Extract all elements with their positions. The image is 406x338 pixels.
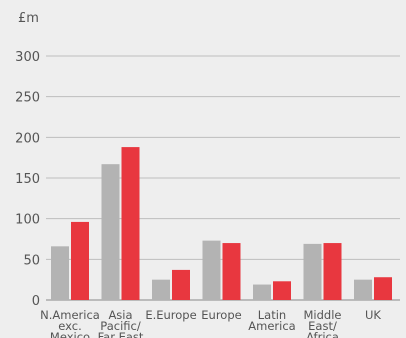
x-category-label-line: N.America bbox=[40, 308, 100, 322]
bar-series2-3 bbox=[222, 243, 241, 300]
bar-series2-1 bbox=[121, 147, 140, 300]
x-category-label-5: Middle East/Africa bbox=[304, 308, 342, 338]
y-tick-label-0: 0 bbox=[32, 294, 40, 309]
y-tick-label-100: 100 bbox=[15, 213, 40, 228]
bar-series2-4 bbox=[273, 281, 291, 300]
x-category-label-line: Asia bbox=[108, 308, 132, 322]
y-tick-label-150: 150 bbox=[15, 172, 40, 187]
x-category-label-6: UK bbox=[365, 308, 381, 322]
bars bbox=[51, 147, 392, 300]
x-category-label-line: Africa bbox=[306, 330, 339, 338]
bar-series1-1 bbox=[101, 164, 120, 300]
bar-series2-2 bbox=[172, 269, 190, 300]
bar-series1-0 bbox=[51, 246, 69, 300]
x-category-label-line: exc. bbox=[58, 319, 81, 333]
x-category-label-2: E.Europe bbox=[145, 308, 196, 322]
x-category-label-1: Asia Pacific/Far East bbox=[98, 308, 144, 338]
bar-series1-6 bbox=[354, 279, 372, 300]
x-category-label-line: Pacific/ bbox=[100, 319, 141, 333]
x-category-label-line: E.Europe bbox=[145, 308, 196, 322]
bar-series1-3 bbox=[202, 240, 221, 300]
y-tick-label-200: 200 bbox=[15, 131, 40, 146]
y-axis-ticks: 0 50 100 150 200 250 300 bbox=[15, 50, 40, 309]
x-category-label-line: Mexico bbox=[50, 330, 90, 338]
y-tick-label-300: 300 bbox=[15, 50, 40, 65]
bar-series2-6 bbox=[374, 277, 392, 300]
x-category-label-line: Middle bbox=[304, 308, 342, 322]
x-category-label-line: America bbox=[248, 319, 295, 333]
x-category-label-0: N.America exc. Mexico bbox=[40, 308, 100, 338]
x-category-label-line: Latin bbox=[258, 308, 286, 322]
bar-series1-2 bbox=[152, 279, 170, 300]
x-category-label-4: Latin America bbox=[248, 308, 295, 333]
bar-series1-4 bbox=[253, 284, 271, 300]
bar-series2-0 bbox=[71, 221, 89, 300]
y-axis-unit-label: £m bbox=[18, 11, 39, 26]
x-category-label-line: Far East bbox=[98, 330, 144, 338]
x-category-label-line: East/ bbox=[308, 319, 337, 333]
bar-series1-5 bbox=[303, 243, 322, 300]
x-category-label-line: Europe bbox=[201, 308, 241, 322]
x-category-label-line: UK bbox=[365, 308, 381, 322]
y-tick-label-50: 50 bbox=[23, 253, 40, 268]
bar-series2-5 bbox=[323, 243, 342, 300]
x-category-label-3: Europe bbox=[201, 308, 241, 322]
y-tick-label-250: 250 bbox=[15, 91, 40, 106]
